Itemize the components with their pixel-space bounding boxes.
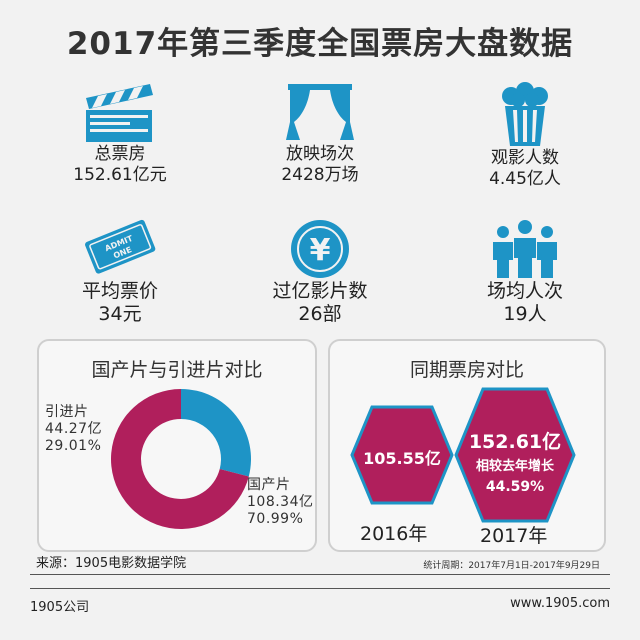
- stat-value: 152.61亿元: [73, 165, 167, 185]
- stat-value: 4.45亿人: [489, 169, 561, 189]
- import-label: 引进片 44.27亿 29.01%: [45, 404, 102, 455]
- import-percent: 29.01%: [45, 438, 102, 454]
- footer-company: 1905公司: [30, 600, 90, 615]
- stat-films-over-100m: ¥ 过亿影片数 26部: [245, 218, 395, 326]
- hexagon-graphics: [350, 387, 576, 523]
- domestic-name: 国产片: [247, 477, 291, 493]
- audience-people-icon: [493, 220, 557, 278]
- divider-top: [30, 574, 610, 575]
- year-2016-label: 2016年: [360, 523, 428, 545]
- stat-label: 放映场次: [286, 144, 354, 164]
- curtain-stage-icon: [286, 84, 354, 140]
- stat-period: 统计周期：2017年7月1日-2017年9月29日: [423, 561, 600, 571]
- divider-bottom: [30, 588, 610, 589]
- value-2017: 152.61亿: [468, 431, 562, 453]
- stat-label: 总票房: [94, 144, 146, 164]
- stat-audience: 观影人数 4.45亿人: [450, 82, 600, 190]
- stat-average-price: ADMIT ONE 平均票价 34元: [45, 218, 195, 326]
- stat-label: 过亿影片数: [272, 280, 368, 302]
- clapperboard-icon: [86, 84, 153, 142]
- donut-slice-domestic: [111, 389, 249, 529]
- compare-chart-title: 同期票房对比: [409, 359, 524, 381]
- stat-value: 19人: [503, 303, 547, 325]
- value-2016: 105.55亿: [363, 449, 441, 468]
- stat-avg-per-screening: 场均人次 19人: [450, 218, 600, 326]
- stat-label: 场均人次: [486, 280, 563, 302]
- stat-total-box-office: 总票房 152.61亿元: [45, 82, 195, 186]
- donut-chart: [111, 389, 252, 529]
- page-title: 2017年第三季度全国票房大盘数据: [66, 26, 574, 62]
- ticket-icon: ADMIT ONE: [85, 219, 156, 274]
- popcorn-icon: [502, 82, 548, 146]
- stat-label: 平均票价: [81, 280, 158, 302]
- year-2017-label: 2017年: [480, 525, 548, 547]
- stat-value: 34元: [98, 303, 142, 325]
- hexagon-2016: [350, 405, 454, 505]
- domestic-label: 国产片 108.34亿 70.99%: [247, 477, 314, 528]
- stat-value: 2428万场: [281, 165, 359, 185]
- yuan-coin-icon: ¥: [291, 220, 349, 278]
- domestic-percent: 70.99%: [247, 511, 304, 527]
- import-name: 引进片: [45, 404, 89, 420]
- footer-website: www.1905.com: [510, 596, 610, 611]
- hexagon-2017: [454, 387, 576, 523]
- stat-label: 观影人数: [491, 148, 559, 168]
- growth-label: 相较去年增长: [475, 459, 554, 474]
- donut-slice-import: [181, 389, 252, 477]
- stat-screenings: 放映场次 2428万场: [245, 82, 395, 186]
- svg-text:¥: ¥: [310, 233, 331, 268]
- domestic-vs-import-panel: 国产片与引进片对比 引进片 44.27亿 29.01% 国产片 108.34亿 …: [37, 339, 317, 552]
- growth-value: 44.59%: [485, 479, 545, 495]
- year-compare-panel: 同期票房对比 105.55亿 152.61亿 相较去年增长 44.59% 201…: [328, 339, 606, 552]
- data-source: 来源：1905电影数据学院: [36, 556, 187, 571]
- donut-chart-title: 国产片与引进片对比: [91, 359, 263, 381]
- import-value: 44.27亿: [45, 421, 103, 437]
- domestic-value: 108.34亿: [247, 494, 314, 510]
- stat-value: 26部: [298, 303, 342, 325]
